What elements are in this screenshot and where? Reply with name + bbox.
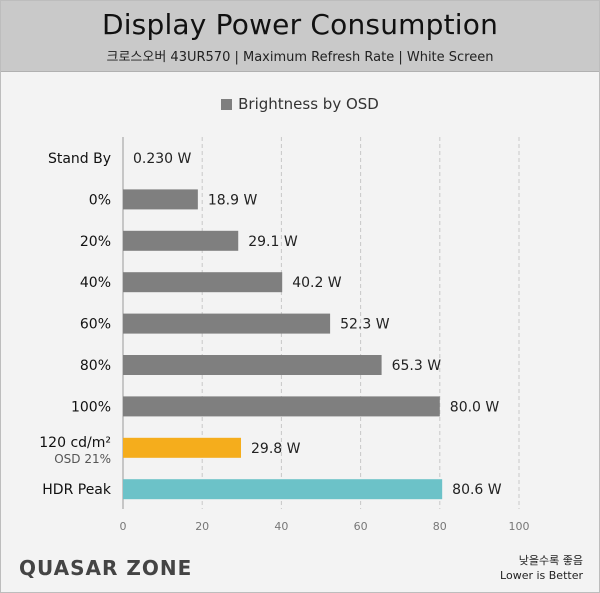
x-tick-label: 100	[509, 520, 530, 533]
chart-title: Display Power Consumption	[101, 8, 499, 41]
footer-note: 낮을수록 좋음 Lower is Better	[500, 553, 583, 583]
value-label: 29.8 W	[251, 441, 301, 457]
value-label: 29.1 W	[248, 234, 298, 250]
legend-swatch	[221, 99, 233, 110]
x-tick-label: 60	[354, 520, 368, 533]
value-label: 65.3 W	[392, 358, 442, 374]
bar	[123, 230, 239, 251]
bar	[123, 479, 443, 500]
value-label: 40.2 W	[292, 275, 342, 291]
legend-label: Brightness by OSD	[238, 95, 379, 113]
bar	[123, 313, 331, 334]
x-tick-label: 20	[195, 520, 209, 533]
value-label: 52.3 W	[340, 317, 390, 333]
category-label: 20%	[80, 234, 111, 250]
category-label: 60%	[80, 317, 111, 333]
bar	[123, 396, 440, 417]
legend: Brightness by OSD	[1, 95, 599, 113]
value-label: 18.9 W	[208, 192, 258, 208]
category-label: 120 cd/m²	[39, 435, 111, 451]
category-label: HDR Peak	[42, 482, 112, 498]
note-english: Lower is Better	[500, 569, 583, 582]
quasar-zone-logo: QUASAR ZONE	[19, 556, 193, 580]
category-label: 80%	[80, 358, 111, 374]
category-label: Stand By	[48, 151, 111, 167]
x-tick-label: 80	[433, 520, 447, 533]
value-label: 80.0 W	[450, 399, 500, 415]
note-korean: 낮을수록 좋음	[518, 554, 583, 567]
category-label: 100%	[71, 399, 111, 415]
bar	[123, 272, 283, 293]
x-tick-label: 0	[120, 520, 127, 533]
bar	[123, 437, 242, 458]
bar	[123, 189, 198, 210]
chart-header: Display Power Consumption 크로스오버 43UR570 …	[1, 1, 599, 72]
chart-subtitle: 크로스오버 43UR570 | Maximum Refresh Rate | W…	[106, 50, 494, 65]
value-label: 80.6 W	[452, 482, 502, 498]
category-label: 40%	[80, 275, 111, 291]
value-label: 0.230 W	[133, 151, 192, 167]
x-tick-label: 40	[274, 520, 288, 533]
category-sublabel: OSD 21%	[54, 452, 111, 466]
category-label: 0%	[89, 192, 111, 208]
bar	[123, 355, 382, 375]
